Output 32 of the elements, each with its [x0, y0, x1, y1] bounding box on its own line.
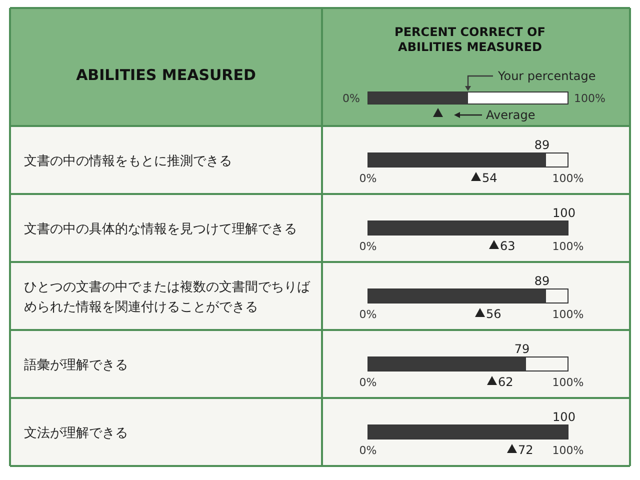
data-label: 63	[500, 239, 516, 253]
point	[489, 240, 499, 249]
data-label: 56	[486, 307, 502, 321]
point	[507, 444, 517, 453]
data-label: 89	[534, 274, 550, 288]
legend-label: Your percentage	[497, 69, 596, 83]
point	[471, 172, 481, 181]
text: 0%	[359, 376, 377, 389]
text: 0%	[359, 240, 377, 253]
y-tick-label: ひとつの文書の中でまたは複数の文書間でちりばめられた情報を関連付けることができる	[24, 280, 311, 315]
y-tick-label: 文書の中の具体的な情報を見つけて理解できる	[24, 222, 297, 237]
text: 100%	[552, 240, 584, 253]
y-tick-label: 文書の中の情報をもとに推測できる	[24, 154, 232, 169]
text: 0%	[359, 308, 377, 321]
chart-title: PERCENT CORRECT OF ABILITIES MEASURED	[394, 25, 546, 54]
data-label: 89	[534, 138, 550, 152]
y-tick-label: 語彙が理解できる	[24, 358, 128, 373]
y-tick-label: 文法が理解できる	[24, 426, 128, 441]
data-label: 100	[552, 206, 576, 220]
data-label: 100	[552, 410, 576, 424]
text: 100%	[552, 444, 584, 457]
point	[475, 308, 485, 317]
point	[487, 376, 497, 385]
text: 0%	[359, 444, 377, 457]
text: 100%	[552, 308, 584, 321]
data-label: 62	[498, 375, 514, 389]
data-label: 72	[518, 443, 534, 457]
data-label: 54	[482, 171, 498, 185]
y-axis-title: ABILITIES MEASURED	[76, 66, 256, 84]
data-label: 79	[514, 342, 530, 356]
text: 100%	[552, 376, 584, 389]
legend-label: Average	[486, 108, 536, 122]
